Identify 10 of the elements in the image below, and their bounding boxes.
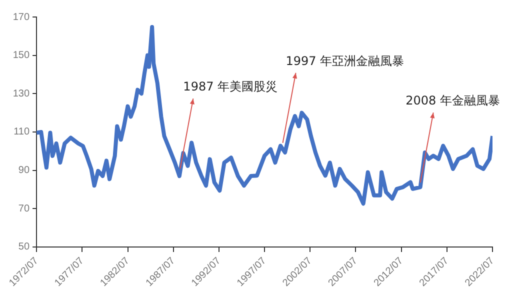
- y-tick-label: 70: [18, 203, 30, 214]
- annotation: 1987 年美國股災: [183, 80, 278, 94]
- y-tick-label: 150: [12, 50, 30, 62]
- y-tick-label: 110: [14, 126, 30, 138]
- y-tick-label: 170: [12, 12, 30, 23]
- annotation: 2008 年金融風暴: [406, 94, 500, 108]
- y-tick-label: 90: [18, 165, 30, 176]
- y-tick-label: 50: [18, 242, 30, 253]
- annotation: 1997 年亞洲金融風暴: [286, 54, 404, 68]
- y-tick-label: 130: [12, 88, 30, 100]
